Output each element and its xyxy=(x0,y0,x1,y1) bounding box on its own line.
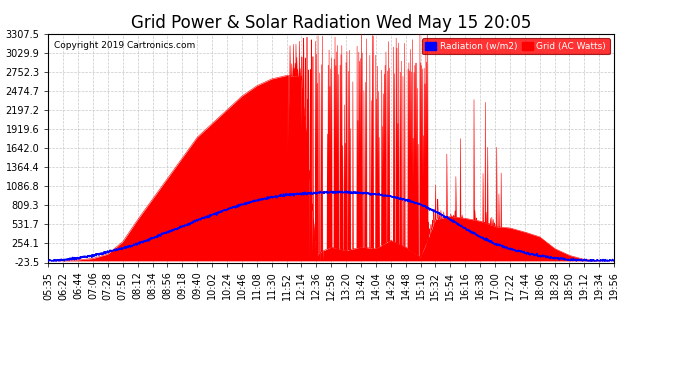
Legend: Radiation (w/m2), Grid (AC Watts): Radiation (w/m2), Grid (AC Watts) xyxy=(422,38,609,54)
Text: Copyright 2019 Cartronics.com: Copyright 2019 Cartronics.com xyxy=(54,40,195,50)
Title: Grid Power & Solar Radiation Wed May 15 20:05: Grid Power & Solar Radiation Wed May 15 … xyxy=(131,14,531,32)
